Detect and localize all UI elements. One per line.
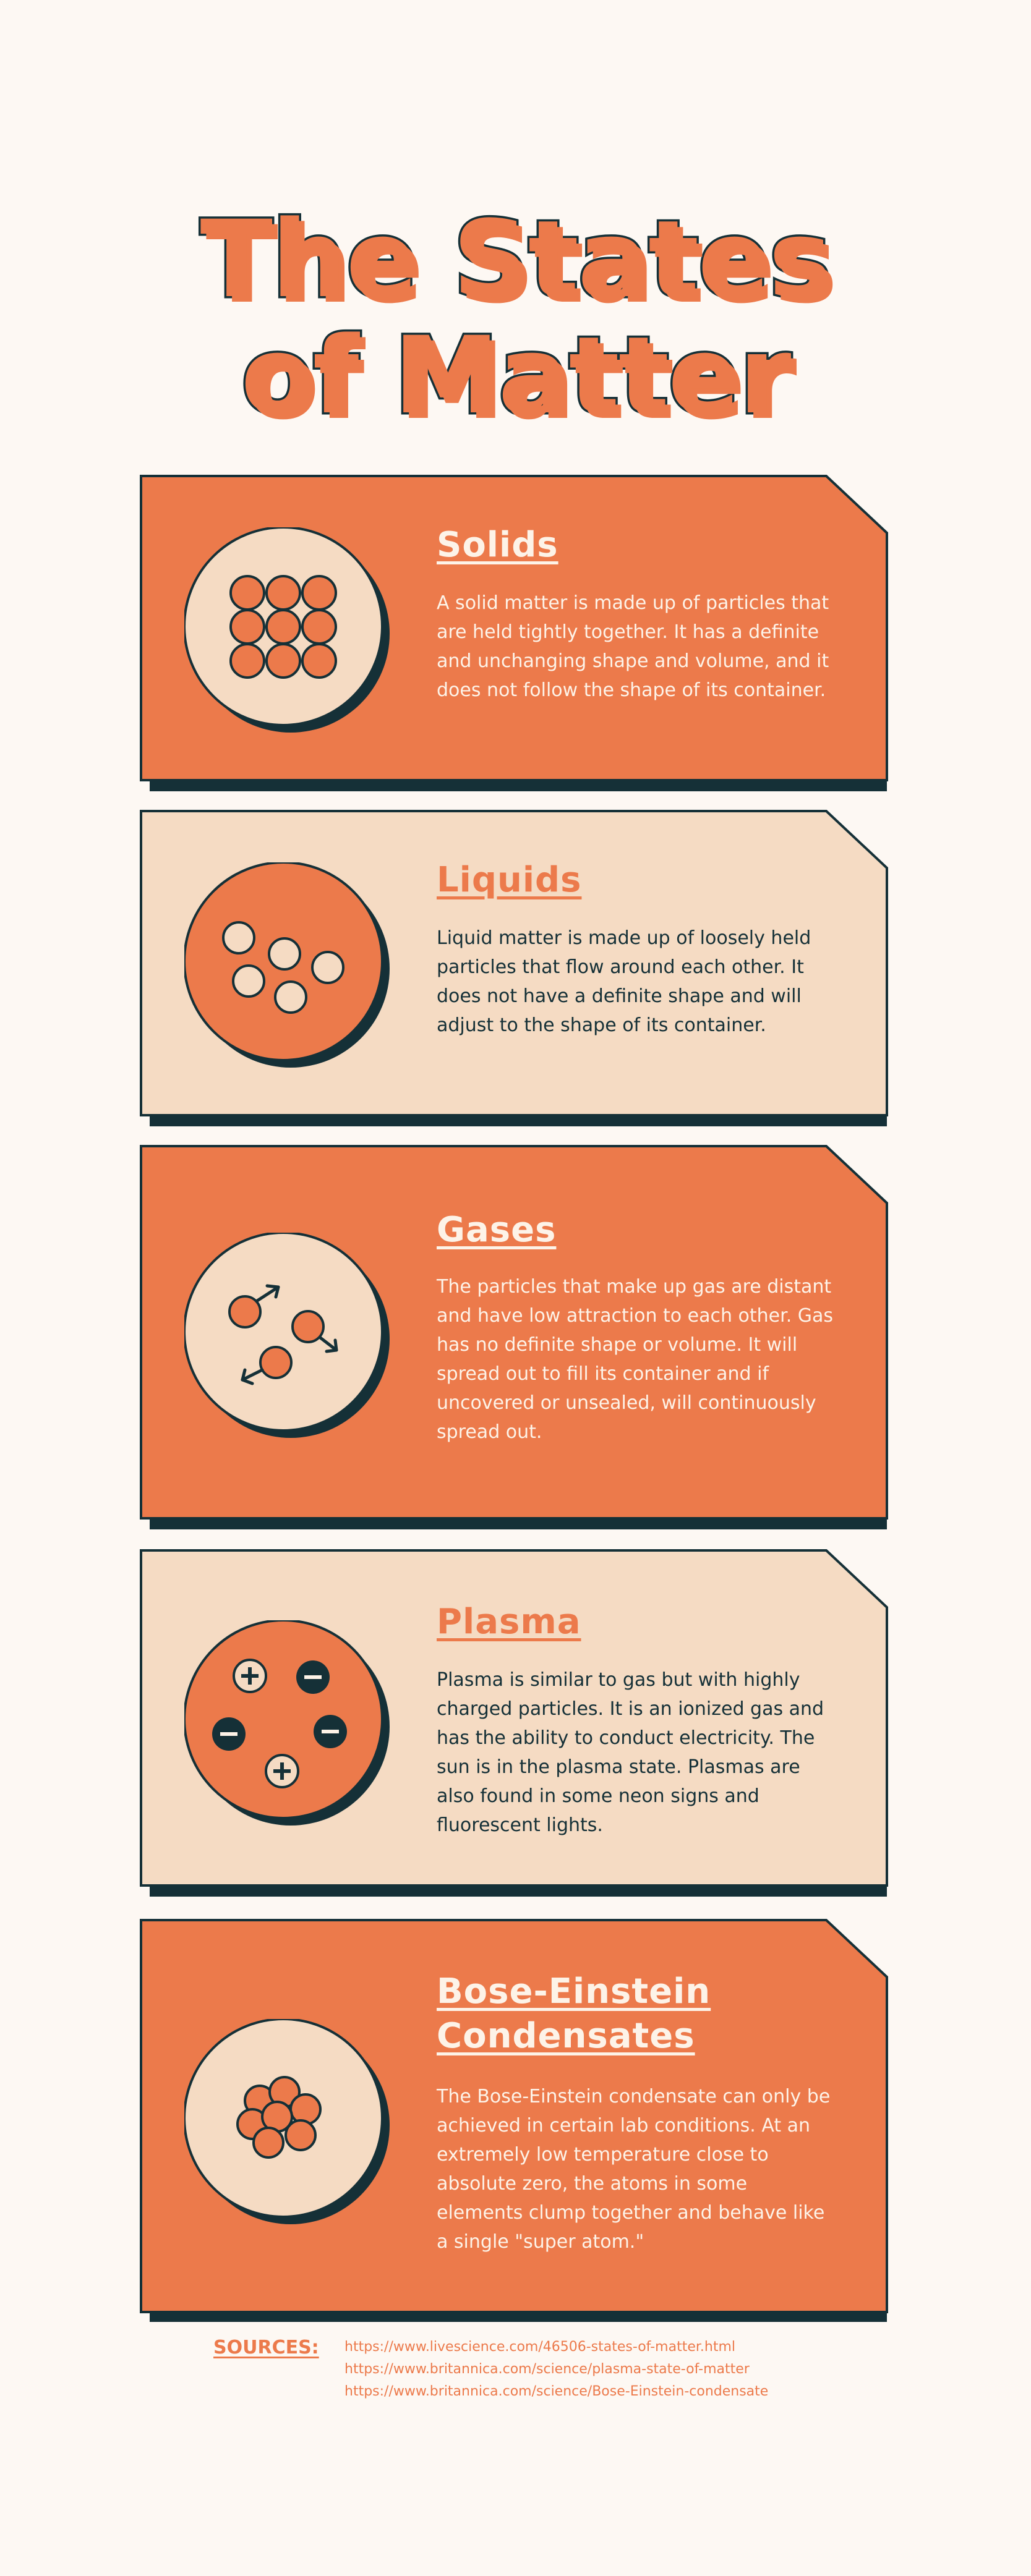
card-description: The Bose-Einstein condensate can only be…	[437, 2086, 831, 2253]
card-solids: Solids A solid matter is made up of part…	[140, 475, 888, 791]
card-title: Bose-Einstein Condensates	[437, 1970, 711, 2059]
card-title: Liquids	[437, 860, 582, 900]
solid-particles-icon	[184, 527, 390, 733]
sources: SOURCES: https://www.livescience.com/465…	[213, 2337, 894, 2411]
card-gases: Gases The particles that make up gas are…	[140, 1145, 888, 1529]
card-bose-einstein-condensates: Bose-Einstein Condensates The Bose-Einst…	[140, 1919, 888, 2322]
card-plasma: Plasma Plasma is similar to gas but with…	[140, 1549, 888, 1897]
card-title-line-2: Condensates	[437, 2016, 695, 2056]
card-title: Gases	[437, 1210, 557, 1250]
card-liquids: Liquids Liquid matter is made up of loos…	[140, 810, 888, 1126]
page-title: The States of Matter	[0, 198, 1031, 457]
card-description: The particles that make up gas are dista…	[437, 1276, 834, 1443]
card-description: A solid matter is made up of particles t…	[437, 592, 829, 701]
card-title: Solids	[437, 525, 558, 565]
title-line-1: The States	[198, 197, 834, 321]
title-line-2: of Matter	[239, 313, 794, 438]
plasma-charges-icon	[184, 1620, 390, 1826]
sources-label: SOURCES:	[213, 2337, 319, 2358]
negative-charge-icon	[212, 1660, 347, 1751]
card-title-line-1: Bose-Einstein	[437, 1971, 711, 2012]
source-link[interactable]: https://www.britannica.com/science/plasm…	[344, 2361, 750, 2377]
card-description: Plasma is similar to gas but with highly…	[437, 1669, 824, 1836]
liquid-particles-icon	[184, 862, 390, 1068]
card-title: Plasma	[437, 1602, 581, 1642]
source-link[interactable]: https://www.britannica.com/science/Bose-…	[344, 2384, 769, 2399]
condensate-cluster-icon	[184, 2019, 390, 2224]
source-link[interactable]: https://www.livescience.com/46506-states…	[344, 2339, 735, 2355]
positive-charge-icon	[233, 1659, 299, 1788]
gas-particles-icon	[184, 1233, 390, 1438]
card-description: Liquid matter is made up of loosely held…	[437, 927, 811, 1036]
